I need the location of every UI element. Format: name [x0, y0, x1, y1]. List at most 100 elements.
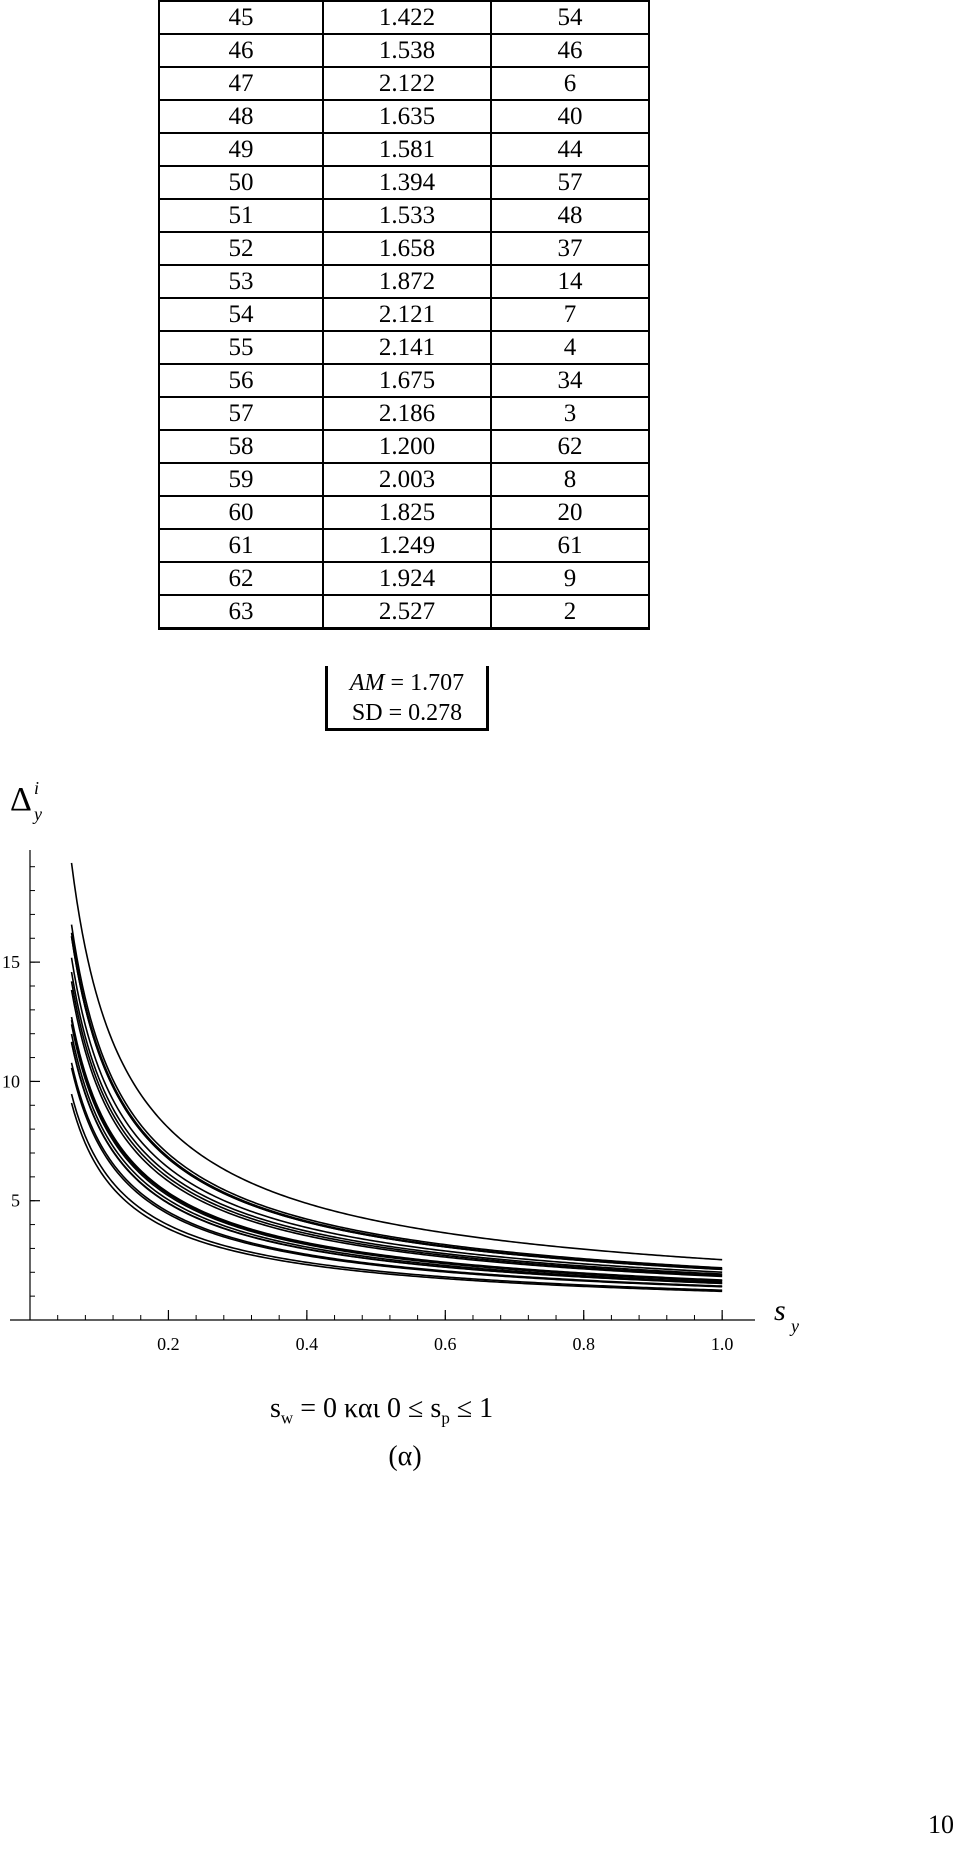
x-tick-label: 0.8: [572, 1334, 595, 1354]
table-cell: 20: [490, 495, 650, 530]
table-row: 60 1.825 20: [158, 495, 650, 530]
formula-middle: = 0 και 0 ≤ s: [293, 1393, 442, 1424]
table-cell: 52: [158, 231, 324, 266]
table-cell: 2.122: [322, 66, 492, 101]
table-cell: 6: [490, 66, 650, 101]
y-axis-label-sup: i: [34, 778, 39, 798]
y-axis-label-sub: y: [32, 804, 42, 824]
curve: [70, 936, 723, 1271]
curve: [70, 971, 723, 1275]
table-cell: 9: [490, 561, 650, 596]
table-row: 61 1.249 61: [158, 528, 650, 563]
table-cell: 59: [158, 462, 324, 497]
curve: [70, 1016, 723, 1281]
curve: [70, 924, 723, 1269]
table-cell: 1.394: [322, 165, 492, 200]
table-row: 63 2.527 2: [158, 594, 650, 630]
table-row: 53 1.872 14: [158, 264, 650, 299]
caption-formula: sw = 0 και 0 ≤ sp ≤ 1: [270, 1392, 590, 1436]
table-cell: 1.825: [322, 495, 492, 530]
table-row: 62 1.924 9: [158, 561, 650, 596]
table-cell: 62: [490, 429, 650, 464]
table-cell: 61: [158, 528, 324, 563]
table-cell: 63: [158, 594, 324, 630]
sp-subscript: p: [441, 1408, 450, 1428]
table-cell: 49: [158, 132, 324, 167]
table-cell: 40: [490, 99, 650, 134]
table-row: 47 2.122 6: [158, 66, 650, 101]
curve-family: [70, 862, 723, 1293]
am-label: AM: [349, 670, 385, 696]
table-cell: 1.675: [322, 363, 492, 398]
table-cell: 50: [158, 165, 324, 200]
table-cell: 2.527: [322, 594, 492, 630]
curve: [70, 1042, 723, 1285]
sw-subscript: w: [280, 1408, 294, 1428]
table-cell: 2.186: [322, 396, 492, 431]
table-cell: 44: [490, 132, 650, 167]
x-axis-label: s y: [774, 1294, 799, 1336]
standard-deviation: SD = 0.278: [351, 700, 463, 726]
caption-label: (α): [388, 1441, 422, 1472]
formula-end: ≤ 1: [449, 1393, 494, 1424]
table-row: 57 2.186 3: [158, 396, 650, 431]
table-cell: 1.872: [322, 264, 492, 299]
stats-box: AM = 1.707 SD = 0.278: [325, 666, 489, 731]
table-cell: 48: [158, 99, 324, 134]
table-body: 45 1.422 54 46 1.538 46 47 2.122 6 48 1.635 40 49 1.5…: [158, 0, 650, 630]
table-cell: 2.003: [322, 462, 492, 497]
table-cell: 55: [158, 330, 324, 365]
table-row: 56 1.675 34: [158, 363, 650, 398]
curve: [70, 1033, 723, 1284]
table-cell: 14: [490, 264, 650, 299]
table-row: 59 2.003 8: [158, 462, 650, 497]
chart: Δ i y s y 0.2 0.4 0.6 0.8 1.0 5 10 15: [2, 778, 799, 1354]
table-cell: 4: [490, 330, 650, 365]
table-cell: 3: [490, 396, 650, 431]
curve: [70, 981, 723, 1277]
page-number: 10: [928, 1810, 954, 1839]
table-row: 51 1.533 48: [158, 198, 650, 233]
table-cell: 57: [490, 165, 650, 200]
table-row: 55 2.141 4: [158, 330, 650, 365]
x-tick-label: 0.2: [157, 1334, 180, 1354]
curve: [70, 1102, 723, 1293]
x-axis-label-sub: y: [789, 1316, 799, 1336]
table-cell: 1.538: [322, 33, 492, 68]
curve: [70, 1024, 723, 1282]
curve: [70, 936, 723, 1271]
table-cell: 1.533: [322, 198, 492, 233]
table-cell: 53: [158, 264, 324, 299]
curve: [70, 1067, 723, 1288]
table-row: 48 1.635 40: [158, 99, 650, 134]
table-cell: 45: [158, 0, 324, 35]
table-cell: 51: [158, 198, 324, 233]
y-tick-label: 5: [11, 1191, 20, 1211]
sw-symbol: s: [270, 1393, 281, 1424]
table-cell: 37: [490, 231, 650, 266]
curve: [70, 1093, 723, 1291]
table-cell: 47: [158, 66, 324, 101]
table-row: 49 1.581 44: [158, 132, 650, 167]
table-cell: 46: [490, 33, 650, 68]
table-cell: 2.141: [322, 330, 492, 365]
y-ticks: 5 10 15: [2, 952, 40, 1211]
x-axis-label-main: s: [774, 1294, 786, 1327]
table-row: 50 1.394 57: [158, 165, 650, 200]
table-cell: 54: [158, 297, 324, 332]
table-cell: 34: [490, 363, 650, 398]
table-cell: 7: [490, 297, 650, 332]
table-cell: 1.200: [322, 429, 492, 464]
arithmetic-mean: AM = 1.707: [328, 668, 486, 698]
table-cell: 60: [158, 495, 324, 530]
curve: [70, 957, 723, 1274]
y-axis-label: Δ i y: [10, 778, 42, 824]
table-cell: 1.581: [322, 132, 492, 167]
table-cell: 2: [490, 594, 650, 630]
table-cell: 1.635: [322, 99, 492, 134]
curve: [70, 1019, 723, 1282]
table-row: 58 1.200 62: [158, 429, 650, 464]
table-cell: 1.658: [322, 231, 492, 266]
x-tick-label: 1.0: [711, 1334, 734, 1354]
table-cell: 2.121: [322, 297, 492, 332]
